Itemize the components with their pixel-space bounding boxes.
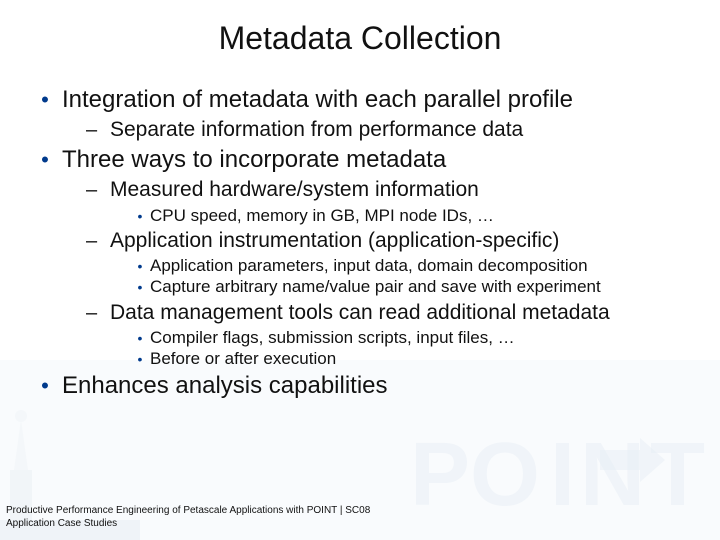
bullet-text: Integration of metadata with each parall… bbox=[62, 85, 573, 115]
bullet-icon: • bbox=[28, 149, 62, 171]
list-item: – Application instrumentation (applicati… bbox=[86, 228, 692, 298]
footer: Productive Performance Engineering of Pe… bbox=[6, 505, 370, 530]
bullet-icon: • bbox=[130, 330, 150, 346]
list-item: • Enhances analysis capabilities bbox=[28, 371, 692, 401]
bullet-text: Enhances analysis capabilities bbox=[62, 371, 388, 401]
list-item: – Data management tools can read additio… bbox=[86, 300, 692, 370]
dash-icon: – bbox=[86, 179, 110, 202]
bullet-text: Before or after execution bbox=[150, 348, 336, 369]
footer-line: Application Case Studies bbox=[6, 518, 370, 531]
bullet-text: Measured hardware/system information bbox=[110, 177, 479, 203]
bullet-text: Three ways to incorporate metadata bbox=[62, 145, 446, 175]
bullet-text: Data management tools can read additiona… bbox=[110, 300, 610, 326]
list-item: • Capture arbitrary name/value pair and … bbox=[130, 276, 692, 297]
slide: Metadata Collection • Integration of met… bbox=[0, 0, 720, 540]
bullet-text: Application parameters, input data, doma… bbox=[150, 255, 588, 276]
slide-title: Metadata Collection bbox=[28, 20, 692, 57]
bullet-text: CPU speed, memory in GB, MPI node IDs, … bbox=[150, 205, 494, 226]
list-item: – Measured hardware/system information •… bbox=[86, 177, 692, 226]
list-item: • Application parameters, input data, do… bbox=[130, 255, 692, 276]
bullet-icon: • bbox=[28, 89, 62, 111]
bullet-text: Application instrumentation (application… bbox=[110, 228, 559, 254]
bullet-icon: • bbox=[130, 208, 150, 224]
bullet-icon: • bbox=[130, 258, 150, 274]
bullet-icon: • bbox=[130, 279, 150, 295]
list-item: – Separate information from performance … bbox=[86, 117, 692, 143]
dash-icon: – bbox=[86, 230, 110, 253]
bullet-text: Compiler flags, submission scripts, inpu… bbox=[150, 327, 515, 348]
dash-icon: – bbox=[86, 302, 110, 325]
list-item: • CPU speed, memory in GB, MPI node IDs,… bbox=[130, 205, 692, 226]
bullet-text: Capture arbitrary name/value pair and sa… bbox=[150, 276, 601, 297]
footer-line: Productive Performance Engineering of Pe… bbox=[6, 505, 370, 518]
list-item: • Integration of metadata with each para… bbox=[28, 85, 692, 143]
list-item: • Before or after execution bbox=[130, 348, 692, 369]
bullet-icon: • bbox=[130, 351, 150, 367]
bullet-list: • Integration of metadata with each para… bbox=[28, 85, 692, 401]
bullet-text: Separate information from performance da… bbox=[110, 117, 523, 143]
list-item: • Compiler flags, submission scripts, in… bbox=[130, 327, 692, 348]
list-item: • Three ways to incorporate metadata – M… bbox=[28, 145, 692, 369]
bullet-icon: • bbox=[28, 375, 62, 397]
dash-icon: – bbox=[86, 119, 110, 142]
